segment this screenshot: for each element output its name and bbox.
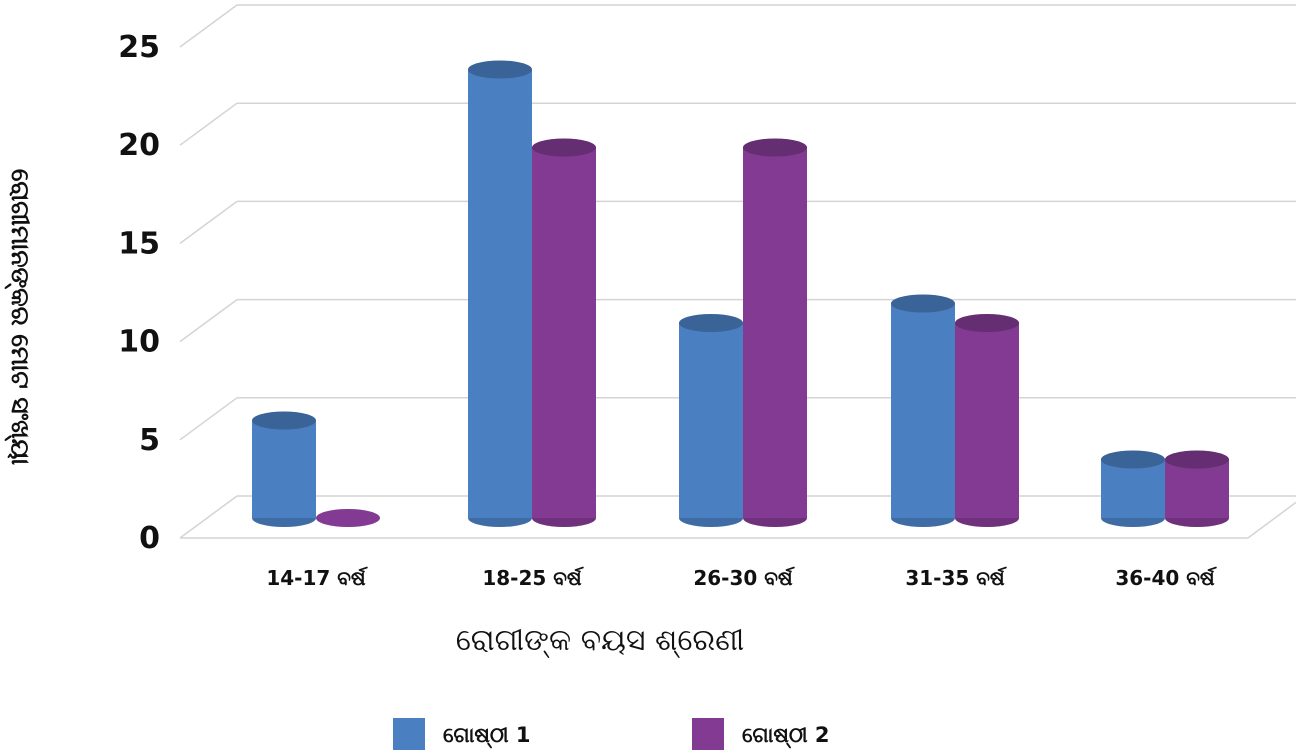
x-category-label: 14-17 ବର୍ଷ	[266, 566, 368, 590]
bar	[252, 411, 316, 527]
legend-swatch	[692, 718, 724, 750]
bar	[316, 509, 380, 527]
y-axis-title: ରୋଗୀମାନଙ୍କର ମୋଟ ସଂଖ୍ୟା	[4, 169, 35, 466]
bar	[891, 294, 955, 527]
gridline-diagonal	[179, 495, 238, 539]
y-tick-label: 25	[118, 30, 160, 65]
legend-label: ଗୋଷ୍ଠୀ 2	[742, 723, 829, 749]
bars	[252, 60, 1229, 527]
legend-item: ଗୋଷ୍ଠୀ 1	[393, 718, 530, 750]
gridline-diagonal	[179, 102, 238, 146]
bar	[468, 60, 532, 527]
legend-label: ଗୋଷ୍ଠୀ 1	[443, 723, 530, 749]
gridline-diagonal	[179, 200, 238, 245]
legend: ଗୋଷ୍ଠୀ 1 ଗୋଷ୍ଠୀ 2	[393, 718, 829, 750]
y-tick-label: 10	[118, 325, 160, 360]
bar	[1165, 450, 1229, 527]
legend-swatch	[393, 718, 425, 750]
y-tick-label: 0	[139, 521, 160, 556]
y-axis-ticks: 0 5 10 15 20 25	[118, 30, 160, 556]
gridline-diagonal	[179, 397, 238, 441]
y-tick-label: 15	[118, 226, 160, 261]
bar	[532, 138, 596, 527]
bar	[955, 314, 1019, 527]
x-axis-title: ରୋଗୀଙ୍କ ବୟସ ଶ୍ରେଣୀ	[456, 623, 745, 658]
x-category-label: 26-30 ବର୍ଷ	[693, 566, 795, 590]
x-axis-categories: 14-17 ବର୍ଷ 18-25 ବର୍ଷ 26-30 ବର୍ଷ 31-35 ବର୍ଷ…	[266, 566, 1217, 590]
gridline-diagonal	[179, 298, 238, 343]
x-category-label: 18-25 ବର୍ଷ	[482, 566, 584, 590]
y-tick-label: 5	[139, 423, 160, 458]
bar	[679, 314, 743, 527]
floor-side-edge	[1247, 501, 1296, 539]
legend-item: ଗୋଷ୍ଠୀ 2	[692, 718, 829, 750]
x-category-label: 36-40 ବର୍ଷ	[1115, 566, 1217, 590]
bar	[1101, 450, 1165, 527]
bar	[743, 138, 807, 527]
gridline-diagonal	[179, 4, 238, 48]
y-tick-label: 20	[118, 128, 160, 163]
x-category-label: 31-35 ବର୍ଷ	[905, 566, 1007, 590]
